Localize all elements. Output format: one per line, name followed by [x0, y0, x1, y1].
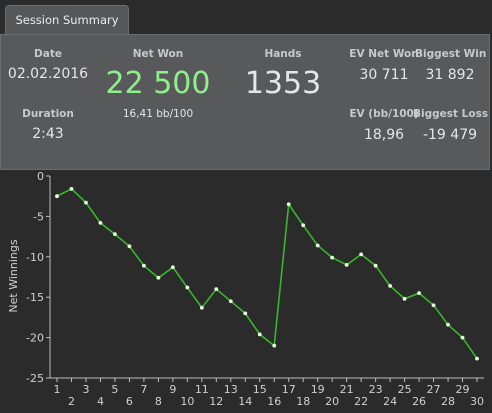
data-point — [170, 265, 175, 270]
biggest-win-label: Biggest Win — [415, 48, 487, 60]
data-point — [359, 252, 364, 257]
tab-bar: Session Summary — [0, 0, 492, 34]
data-point — [286, 202, 291, 207]
data-point — [315, 243, 320, 248]
net-won-value: 22 500 — [105, 66, 211, 101]
ev-bb-label: EV (bb/100) — [349, 108, 419, 120]
x-tick-label: 28 — [441, 395, 455, 408]
data-point — [156, 275, 161, 280]
x-tick-label: 5 — [111, 383, 118, 396]
x-axis-ticks: 1234567891011121314151617181920212223242… — [54, 378, 484, 408]
y-tick-label: -20 — [26, 332, 44, 345]
data-point — [417, 291, 421, 296]
x-tick-label: 10 — [180, 395, 194, 408]
x-tick-label: 1 — [54, 383, 61, 396]
biggest-loss-value: -19 479 — [422, 127, 478, 143]
x-tick-label: 15 — [253, 383, 267, 396]
data-point — [214, 287, 219, 292]
tab-session-summary[interactable]: Session Summary — [5, 5, 129, 34]
x-tick-label: 21 — [340, 383, 354, 396]
y-axis-label: Net Winnings — [7, 239, 20, 312]
x-tick-label: 29 — [456, 383, 470, 396]
data-point — [373, 263, 378, 268]
data-point — [388, 283, 393, 288]
x-tick-label: 7 — [140, 383, 147, 396]
x-tick-label: 4 — [97, 395, 104, 408]
y-tick-label: -10 — [26, 251, 44, 264]
chart-svg: 0-5-10-15-20-25 123456789101112131415161… — [7, 170, 484, 408]
data-point — [330, 255, 335, 260]
ev-net-won-value: 30 711 — [359, 67, 409, 83]
data-point — [272, 343, 277, 348]
data-point — [141, 263, 146, 268]
x-tick-label: 13 — [224, 383, 238, 396]
summary-panel: Date 02.02.2016 Duration 2:43 Net Won 22… — [0, 34, 490, 170]
x-tick-label: 19 — [311, 383, 325, 396]
data-point — [228, 299, 233, 304]
duration-label: Duration — [22, 108, 74, 120]
x-tick-label: 12 — [209, 395, 223, 408]
data-point — [344, 262, 349, 267]
data-point — [475, 356, 479, 361]
ev-bb-value: 18,96 — [363, 127, 405, 143]
date-label: Date — [34, 48, 62, 60]
x-tick-label: 17 — [282, 383, 296, 396]
ev-net-won-label: EV Net Won — [349, 48, 419, 60]
y-tick-label: -25 — [26, 372, 44, 385]
data-point — [446, 322, 450, 327]
biggest-win-value: 31 892 — [425, 67, 475, 83]
series-line — [56, 187, 478, 360]
x-tick-label: 14 — [238, 395, 252, 408]
y-tick-label: 0 — [37, 170, 44, 183]
x-tick-label: 9 — [169, 383, 176, 396]
date-value: 02.02.2016 — [7, 66, 89, 82]
net-winnings-chart: 0 -5 -10 -15 -20 -25 1 2 3 4 5 6 7 8 9 10 11 12 13 14 15 16 1… — [0, 170, 492, 409]
x-tick-label: 26 — [412, 395, 426, 408]
y-axis-ticks: 0 -5 -10 -15 -20 -25 — [26, 170, 50, 385]
net-won-label: Net Won — [132, 48, 184, 60]
x-tick-label: 27 — [427, 383, 441, 396]
duration-value: 2:43 — [32, 126, 64, 142]
hands-value: 1353 — [244, 66, 322, 101]
data-point — [55, 194, 59, 199]
x-tick-label: 16 — [267, 395, 281, 408]
data-point — [431, 303, 436, 308]
data-point — [460, 335, 465, 340]
x-tick-label: 22 — [354, 395, 368, 408]
y-tick-label: -5 — [33, 210, 44, 223]
x-tick-label: 2 — [68, 395, 75, 408]
hands-label: Hands — [264, 48, 302, 60]
y-tick-label: -15 — [26, 291, 44, 304]
data-point — [98, 220, 103, 225]
x-tick-label: 18 — [296, 395, 310, 408]
data-point — [69, 187, 74, 191]
x-tick-label: 23 — [369, 383, 383, 396]
x-tick-label: 6 — [126, 395, 133, 408]
biggest-loss-label: Biggest Loss — [413, 108, 489, 120]
x-tick-label: 30 — [470, 395, 484, 408]
x-tick-label: 20 — [325, 395, 339, 408]
data-point — [402, 296, 407, 301]
x-tick-label: 11 — [195, 383, 209, 396]
chart-axes — [49, 176, 484, 379]
x-tick-label: 3 — [82, 383, 89, 396]
data-point — [127, 244, 132, 249]
data-point — [185, 285, 190, 290]
data-point — [257, 332, 262, 337]
x-tick-label: 24 — [383, 395, 397, 408]
data-point — [199, 305, 204, 310]
x-tick-label: 8 — [155, 395, 162, 408]
data-point — [113, 232, 117, 237]
data-point — [301, 223, 306, 228]
x-tick-label: 25 — [398, 383, 412, 396]
series-group — [55, 187, 479, 361]
net-won-bb-value: 16,41 bb/100 — [122, 108, 194, 120]
data-point — [84, 200, 88, 205]
data-point — [243, 311, 248, 316]
